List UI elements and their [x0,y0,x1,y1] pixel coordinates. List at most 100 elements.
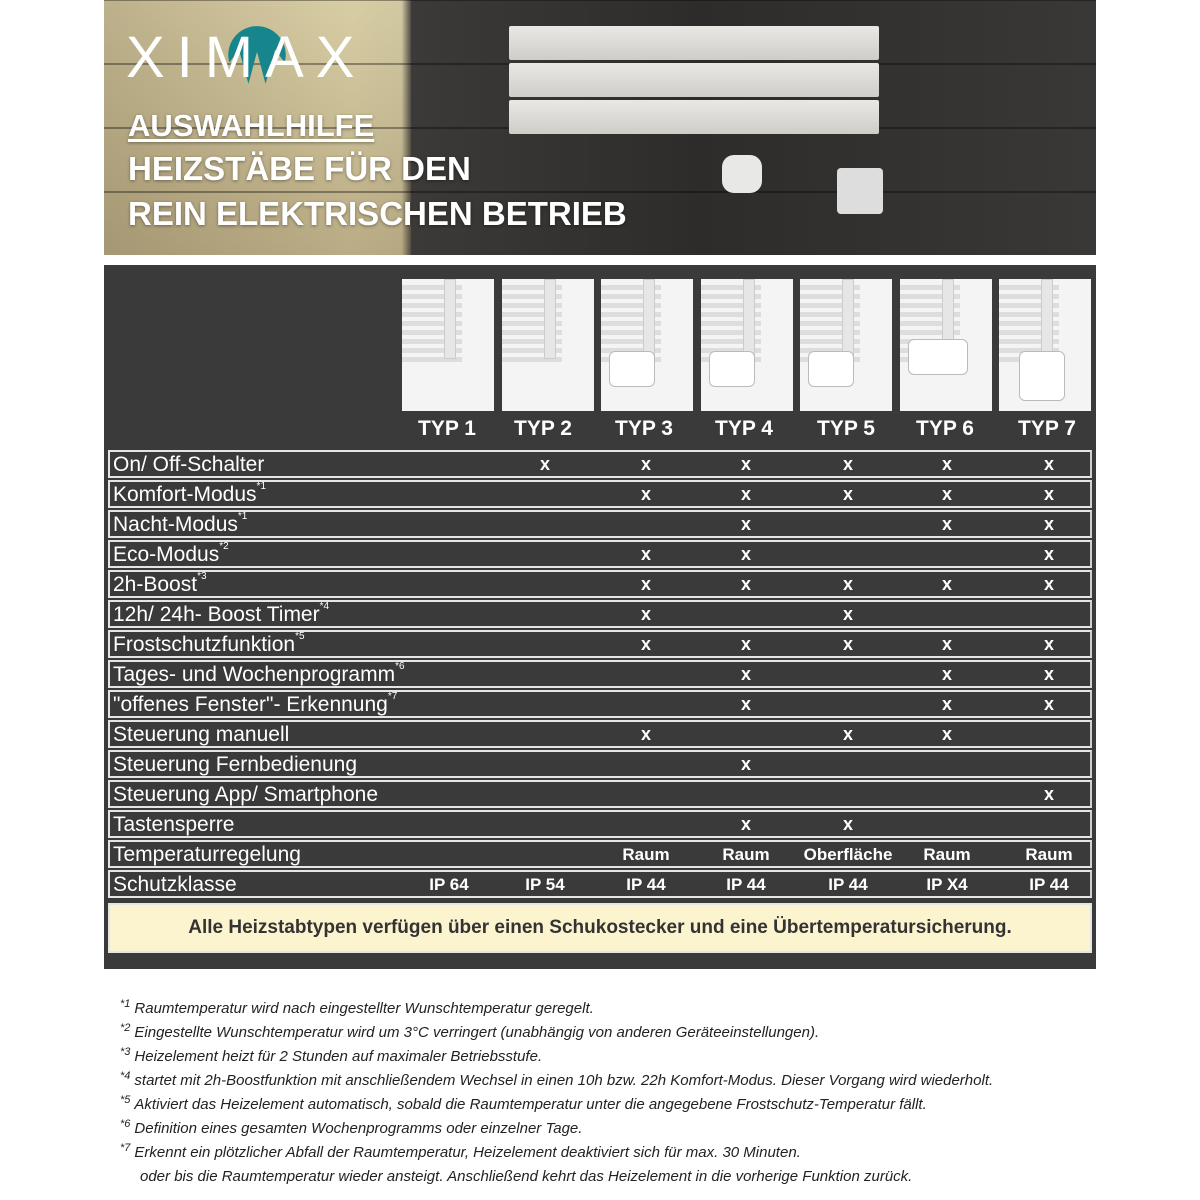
footnote: *1 Raumtemperatur wird nach eingestellter… [120,992,1080,1017]
footnote-ref: *2 [120,1022,131,1034]
product-image-type-2 [501,279,594,411]
footnote: *6 Definition eines gesamten Wochenprogra… [120,1112,1080,1137]
check-mark: x [941,574,952,594]
footnote-ref: *5 [295,631,305,642]
header-line-2: HEIZSTÄBE FÜR DEN [128,150,471,187]
product-image-type-6 [899,279,992,411]
table-row: Tages- und Wochenprogramm*6 x x x [108,660,1092,688]
check-mark: x [941,694,952,714]
table-row: Tastensperre x x [108,810,1092,838]
check-mark: x [842,724,853,744]
footnote-text: oder bis die Raumtemperatur wieder anste… [140,1168,913,1185]
hero-banner: XIMAX AUSWAHLHILFE HEIZSTÄBE FÜR DEN REI… [104,0,1096,255]
product-image-type-1 [402,279,494,411]
header-line-1: AUSWAHLHILFE [128,108,375,143]
check-mark: x [740,454,751,474]
feature-name: Steuerung App/ Smartphone [113,783,379,806]
footnote-ref: *3 [120,1046,131,1058]
footnote-ref: *5 [120,1094,131,1106]
footnote-ref: *4 [319,601,330,612]
check-mark: x [640,604,651,624]
table-row: Schutzklasse IP 64 IP 54 IP 44 IP 44 IP 44 IP … [108,870,1092,898]
cell-value: IP 64 [429,875,469,894]
check-mark: x [640,454,651,474]
cell-value: IP 44 [726,875,766,894]
check-mark: x [941,454,952,474]
feature-label: Tastensperre [113,813,234,837]
check-mark: x [740,514,751,534]
feature-label: Schutzklasse [113,873,237,897]
feature-label: Frostschutzfunktion*5 [113,631,305,657]
table-row: Steuerung App/ Smartphone x [108,780,1092,808]
feature-name: Tages- und Wochenprogramm [113,663,396,686]
check-mark: x [740,814,751,834]
footnote-text: Aktiviert das Heizelement automatisch, s… [134,1096,927,1113]
footnote-ref: *2 [219,541,229,552]
footnote-text: Raumtemperatur wird nach eingestellter W… [134,1000,594,1017]
check-mark: x [1043,634,1054,654]
product-image-type-4 [700,279,793,411]
check-mark: x [1043,664,1054,684]
check-mark: x [740,634,751,654]
cell-value: IP 44 [828,875,868,894]
check-mark: x [842,454,853,474]
check-mark: x [941,484,952,504]
product-image-type-5 [800,279,892,411]
table-row: 2h-Boost*3 x x x x x [108,570,1092,598]
power-socket-image [837,168,883,214]
table-row: "offenes Fenster"- Erkennung*7 x x x [108,690,1092,718]
table-row: Frostschutzfunktion*5 x x x x x [108,630,1092,658]
feature-name: "offenes Fenster"- Erkennung [113,693,388,716]
check-mark: x [842,604,853,624]
feature-label: Nacht-Modus*1 [113,511,248,537]
feature-name: Temperaturregelung [113,843,301,866]
product-image-type-7 [999,279,1091,411]
check-mark: x [1043,784,1054,804]
check-mark: x [740,544,751,564]
footnotes: *1 Raumtemperatur wird nach eingestellter… [120,992,1080,1185]
check-mark: x [941,634,952,654]
footnote-text: Erkennt ein plötzlicher Abfall der Raumt… [134,1144,801,1161]
cell-value: Oberfläche [803,845,893,864]
footnote: *3 Heizelement heizt für 2 Stunden auf ma… [120,1040,1080,1065]
check-mark: x [1043,484,1054,504]
table-row: Eco-Modus*2 x x x [108,540,1092,568]
feature-name: Steuerung manuell [113,723,290,746]
feature-label: Temperaturregelung [113,843,301,867]
feature-label: 2h-Boost*3 [113,571,207,597]
thermostat-image [722,155,762,193]
feature-label: Eco-Modus*2 [113,541,229,567]
cell-value: Raum [622,845,670,864]
check-mark: x [740,484,751,504]
feature-name: Tastensperre [113,813,235,836]
table-row: Steuerung Fernbedienung x [108,750,1092,778]
footnote: *2 Eingestellte Wunschtemperatur wird um … [120,1016,1080,1041]
check-mark: x [842,574,853,594]
check-mark: x [740,754,751,774]
check-mark: x [640,634,651,654]
type-header: TYP 4 [715,417,773,440]
feature-name: 12h/ 24h- Boost Timer [113,603,320,626]
radiator-image [509,26,879,60]
check-mark: x [740,574,751,594]
type-header: TYP 3 [615,417,673,440]
check-mark: x [842,634,853,654]
footnote: *4 startet mit 2h-Boostfunktion mit ansch… [120,1064,1080,1089]
table-row: On/ Off-Schalter x x x x x x [108,450,1092,478]
cell-value: Raum [1025,845,1073,864]
cell-value: IP 44 [626,875,666,894]
footnote-ref: *3 [197,571,207,582]
table-row: Steuerung manuell x x x [108,720,1092,748]
feature-label: Steuerung App/ Smartphone [113,783,378,807]
info-note: Alle Heizstabtypen verfügen über einen S… [108,903,1092,953]
type-header: TYP 1 [418,417,476,440]
type-header: TYP 6 [916,417,974,440]
check-mark: x [1043,514,1054,534]
product-image-type-3 [601,279,693,411]
cell-value: Raum [923,845,971,864]
footnote-text: Definition eines gesamten Wochenprogramm… [134,1120,583,1137]
comparison-table: TYP 1 TYP 2 TYP 3 TYP 4 TYP 5 TYP 6 TYP 7 On/ O… [104,265,1096,969]
feature-label: On/ Off-Schalter [113,453,264,477]
cell-value: IP 44 [1029,875,1069,894]
footnote-ref: *1 [237,511,248,522]
